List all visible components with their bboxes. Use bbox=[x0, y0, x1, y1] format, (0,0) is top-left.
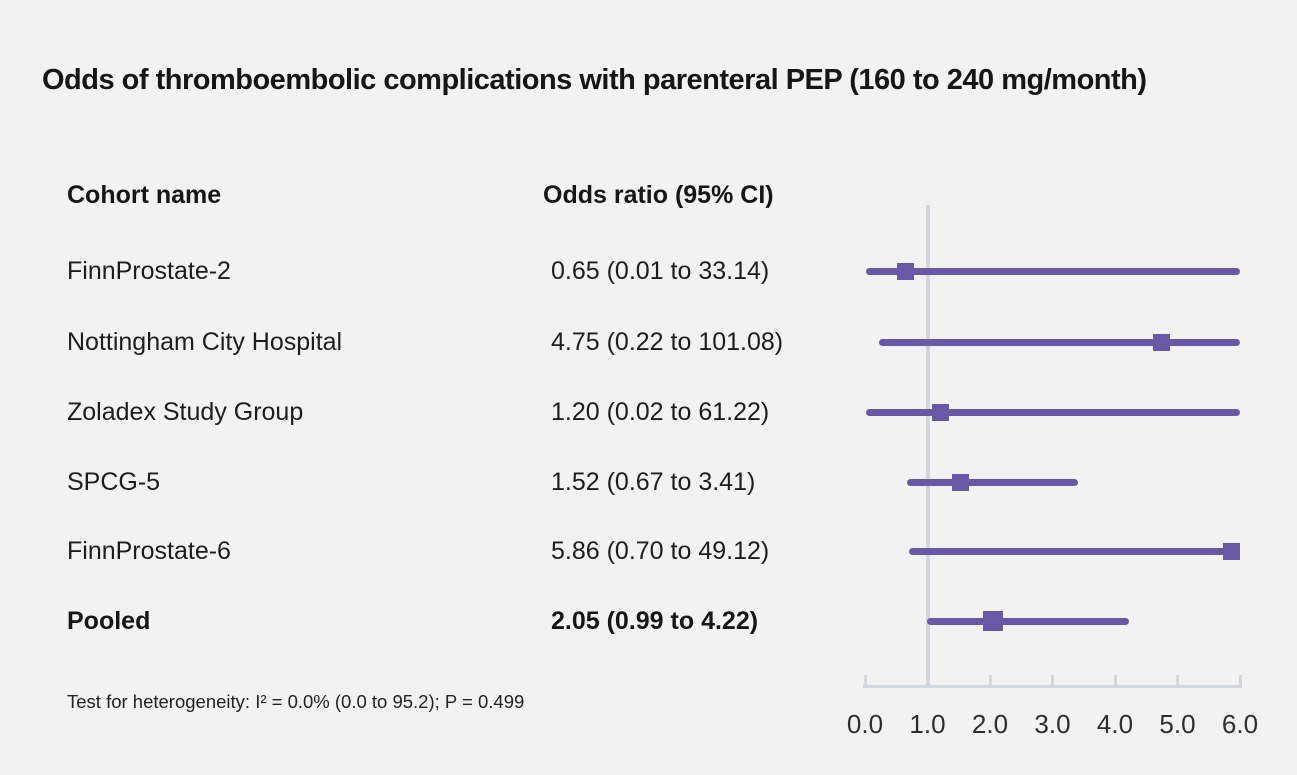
x-axis-tick-label: 2.0 bbox=[971, 709, 1009, 739]
x-axis-tick-label: 1.0 bbox=[909, 709, 946, 739]
x-axis-tick-label: 3.0 bbox=[1034, 709, 1071, 739]
cohort-label: SPCG-5 bbox=[67, 468, 161, 496]
odds-ratio-value-pooled: 2.05 (0.99 to 4.22) bbox=[551, 607, 759, 635]
pooled-estimate-marker bbox=[983, 611, 1004, 631]
x-axis-tick-label: 0.0 bbox=[846, 709, 884, 739]
confidence-interval-line bbox=[865, 267, 1240, 275]
x-axis-tick bbox=[988, 675, 992, 685]
point-estimate-marker bbox=[897, 262, 915, 280]
confidence-interval-line bbox=[908, 547, 1240, 555]
odds-ratio-value: 1.52 (0.67 to 3.41) bbox=[551, 468, 756, 496]
x-axis-tick bbox=[1176, 675, 1179, 685]
confidence-interval-line bbox=[926, 617, 1129, 625]
heterogeneity-footnote: Test for heterogeneity: I² = 0.0% (0.0 t… bbox=[67, 691, 525, 712]
cohort-label-pooled: Pooled bbox=[67, 607, 151, 635]
confidence-interval-line bbox=[906, 478, 1079, 486]
point-estimate-marker bbox=[931, 403, 949, 421]
x-axis-tick bbox=[926, 675, 929, 685]
cohort-label: Nottingham City Hospital bbox=[67, 328, 343, 356]
point-estimate-marker bbox=[1153, 333, 1171, 351]
x-axis-tick-label: 6.0 bbox=[1221, 709, 1259, 739]
odds-ratio-value: 4.75 (0.22 to 101.08) bbox=[551, 328, 784, 356]
confidence-interval-line bbox=[878, 338, 1240, 346]
x-axis-tick bbox=[1113, 675, 1117, 685]
reference-line bbox=[925, 205, 930, 688]
column-header-odds-ratio: Odds ratio (95% CI) bbox=[543, 181, 774, 209]
x-axis-tick bbox=[1051, 675, 1054, 685]
cohort-label: Zoladex Study Group bbox=[67, 398, 304, 426]
odds-ratio-value: 5.86 (0.70 to 49.12) bbox=[551, 537, 770, 565]
odds-ratio-value: 1.20 (0.02 to 61.22) bbox=[551, 398, 770, 426]
cohort-label: FinnProstate-6 bbox=[67, 537, 231, 565]
x-axis-tick bbox=[1238, 675, 1242, 685]
cohort-label: FinnProstate-2 bbox=[67, 257, 231, 285]
x-axis-tick bbox=[863, 675, 867, 685]
point-estimate-marker bbox=[951, 473, 969, 491]
confidence-interval-line bbox=[866, 408, 1240, 416]
figure-title: Odds of thromboembolic complications wit… bbox=[42, 64, 1147, 96]
odds-ratio-value: 0.65 (0.01 to 33.14) bbox=[551, 257, 770, 285]
x-axis-tick-label: 4.0 bbox=[1096, 709, 1134, 739]
column-header-cohort-name: Cohort name bbox=[67, 181, 222, 209]
x-axis-line bbox=[863, 685, 1242, 688]
x-axis-tick-label: 5.0 bbox=[1159, 709, 1196, 739]
point-estimate-marker bbox=[1222, 542, 1240, 560]
